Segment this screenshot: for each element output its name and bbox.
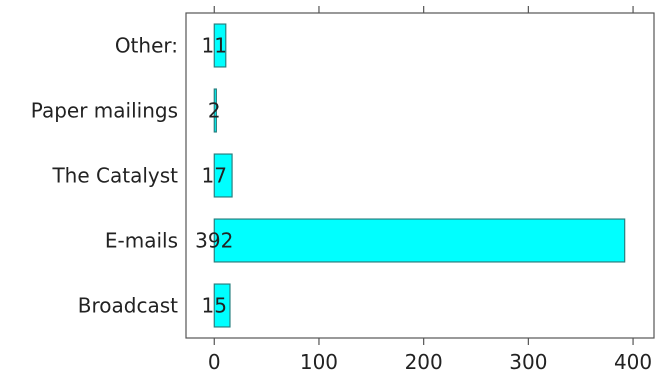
x-tick-label: 200 bbox=[405, 350, 443, 374]
x-tick-label: 300 bbox=[509, 350, 547, 374]
value-label: 11 bbox=[202, 34, 227, 58]
ticks-group: 0 100 200 300 400 bbox=[208, 6, 652, 374]
category-label: Paper mailings bbox=[31, 99, 178, 123]
x-tick-label: 400 bbox=[614, 350, 652, 374]
value-label: 15 bbox=[202, 294, 227, 318]
bar bbox=[213, 283, 231, 328]
category-label: The Catalyst bbox=[51, 164, 178, 188]
value-label: 392 bbox=[195, 229, 233, 253]
plot-frame bbox=[185, 12, 655, 339]
value-label: 17 bbox=[202, 164, 227, 188]
labels-group: Other: 11 Paper mailings 2 The Catalyst 17 E-m… bbox=[31, 34, 234, 318]
category-label: E-mails bbox=[105, 229, 178, 253]
bar bbox=[213, 88, 217, 133]
bar bbox=[213, 218, 626, 263]
x-tick-label: 100 bbox=[300, 350, 338, 374]
value-label: 2 bbox=[208, 99, 221, 123]
bars-group bbox=[213, 23, 626, 328]
bar bbox=[213, 153, 233, 198]
category-label: Broadcast bbox=[78, 294, 178, 318]
bar bbox=[213, 23, 227, 68]
category-label: Other: bbox=[115, 34, 178, 58]
x-tick-label: 0 bbox=[208, 350, 221, 374]
